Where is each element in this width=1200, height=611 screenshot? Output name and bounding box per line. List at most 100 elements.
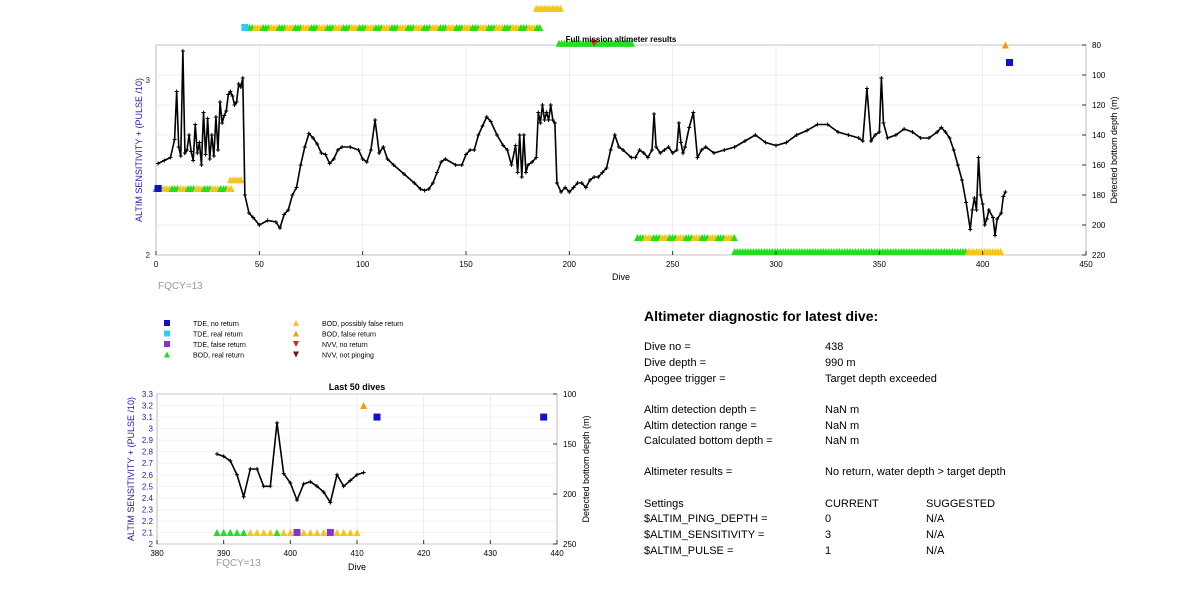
data-point [763,140,768,145]
data-point [712,151,716,155]
data-point [637,148,642,152]
inset-series-points [215,420,366,505]
data-point [695,155,700,160]
data-point [881,121,886,125]
data-point [935,130,940,134]
data-point [943,130,948,134]
data-point [251,215,256,220]
data-point [319,151,324,155]
data-point [588,178,592,182]
data-point [230,94,235,98]
y-tick-label: 2.1 [142,528,154,537]
main-fqcy-label: FQCY=13 [158,281,203,292]
data-point [879,76,884,80]
diag-value-detect-range: NaN m [825,420,860,432]
data-point [265,218,270,223]
legend-label: NVV, not pinging [322,353,374,360]
setting-current-pulse: 1 [825,545,832,557]
data-point [268,484,273,489]
main-x-ticks: 0 50 100 150 200 250 300 350 400 450 [154,251,1093,269]
data-point [540,103,545,107]
y-tick-label: 2 [146,251,151,260]
point-marker [300,528,308,536]
data-point [295,498,299,503]
data-point [846,133,851,137]
data-point [681,151,685,155]
main-grid [155,44,1087,256]
point-marker [306,528,314,536]
y2-tick-label: 220 [1092,251,1106,260]
diag-value-dive-depth: 990 m [825,357,856,369]
data-point [172,137,177,142]
data-point [226,92,231,97]
x-tick-label: 200 [563,260,577,269]
y2-tick-label: 140 [1092,131,1106,140]
y2-tick-label: 200 [1092,221,1106,230]
data-point [538,121,543,125]
point-marker [1006,59,1014,66]
data-point [592,175,597,179]
data-point [224,109,229,113]
data-point [321,490,326,495]
data-point [361,470,366,475]
data-point [222,113,227,118]
main-series-line [157,50,1007,236]
data-point [548,103,553,107]
data-point [536,110,541,115]
data-point [391,163,396,167]
data-point [331,157,336,161]
data-point [893,133,898,137]
data-point [567,190,572,194]
data-point [232,103,237,107]
point-marker [346,528,354,536]
legend-label: NVV, no return [322,342,368,349]
data-point [234,100,239,104]
data-point [654,145,659,149]
data-point [488,119,493,124]
data-point [315,142,320,146]
data-point [360,157,365,161]
data-point [302,145,307,149]
data-point [247,211,251,215]
data-point [604,166,609,170]
x-tick-label: 410 [350,549,364,558]
data-point [261,484,266,489]
main-y2-label: Detected bottom depth (m) [1109,96,1119,203]
data-point [976,155,981,160]
data-point [612,133,617,137]
data-point [235,472,239,477]
data-point [195,151,200,155]
data-point [978,193,983,197]
data-point [521,133,526,137]
x-tick-label: 250 [666,260,680,269]
x-tick-label: 380 [150,549,164,558]
point-marker [240,528,248,536]
y-tick-label: 2.7 [142,459,154,468]
inset-chart-title: Last 50 dives [329,382,386,392]
data-point [877,130,882,134]
data-point [676,121,681,125]
data-point [218,100,223,104]
diag-value-results: No return, water depth > target depth [825,466,1006,478]
data-point [641,151,646,155]
data-point [426,187,431,191]
band-marker [227,185,235,192]
point-marker [286,528,294,536]
y-tick-label: 3.3 [142,390,154,399]
y-tick-label: 3 [149,425,154,434]
data-point [464,152,468,157]
data-point [215,452,219,456]
data-point [315,484,319,489]
y-tick-label: 2 [149,540,154,549]
data-point [860,139,865,143]
data-point [939,125,944,130]
data-point [240,76,245,80]
data-point [964,200,969,205]
data-point [255,467,259,471]
data-point [205,116,210,121]
main-chart-title: Full mission altimeter results [566,35,677,44]
legend-label: TDE, real return [193,332,243,339]
data-point [207,157,212,161]
y2-tick-label: 160 [1092,161,1106,170]
data-point [340,145,344,149]
